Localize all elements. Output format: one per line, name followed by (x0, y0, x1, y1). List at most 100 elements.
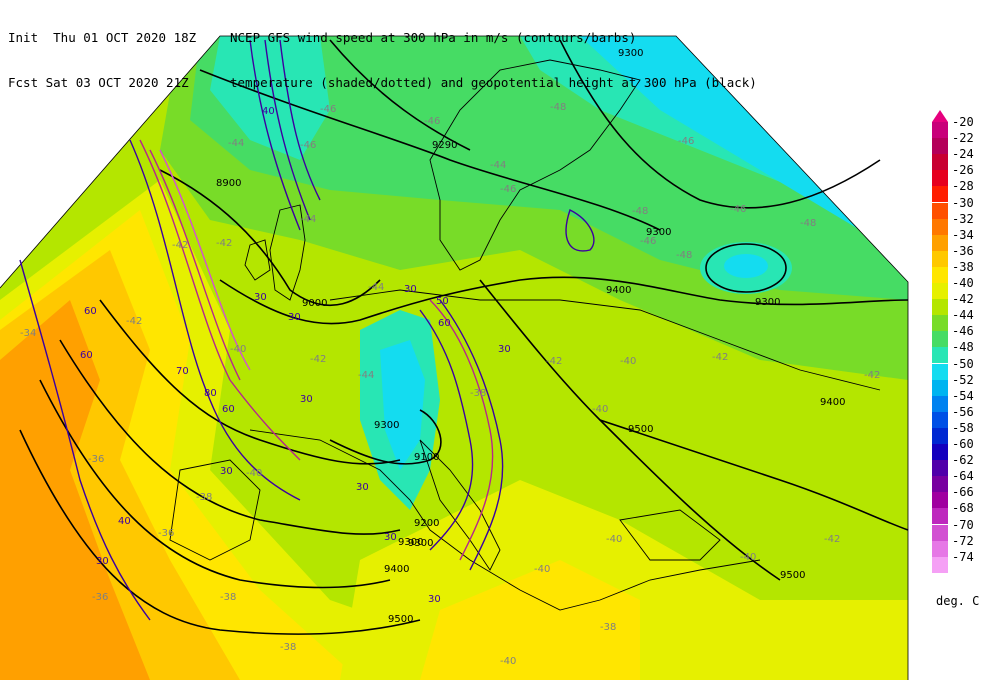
title-wind: NCEP GFS wind speed at 300 hPa in m/s (c… (230, 30, 637, 45)
temp-zone-48-north (520, 36, 908, 282)
wind-contour-30-east (565, 209, 595, 252)
temp-label: -36 (92, 592, 108, 603)
temp-label: -44 (368, 282, 384, 293)
height-label: 9300 (755, 297, 780, 308)
wind-label: 30 (288, 312, 301, 323)
legend-label: -24 (952, 147, 974, 162)
init-time: Init Thu 01 OCT 2020 18Z (8, 30, 197, 45)
header-row-init: Init Thu 01 OCT 2020 18Z NCEP GFS wind sp… (8, 30, 757, 45)
temp-label: -40 (620, 356, 636, 367)
legend-label: -54 (952, 388, 974, 403)
height-label: 9500 (628, 424, 653, 435)
legend-label: -22 (952, 131, 974, 146)
wind-label: 60 (84, 306, 97, 317)
temp-label: -44 (228, 138, 244, 149)
legend-label: -28 (952, 179, 974, 194)
temperature-legend: -20 -22 -24 -26 -28 -30 -32 -34 -36 -38 -40 -42 -44-… (926, 110, 996, 573)
wind-label: 30 (254, 292, 267, 303)
wind-contour-50 (129, 139, 301, 501)
legend-swatch (932, 427, 948, 444)
temp-label: -48 (632, 206, 648, 217)
wind-contour-30-a (249, 39, 301, 231)
legend-label: -60 (952, 437, 974, 451)
legend-swatch (932, 347, 948, 364)
height-contour-8900 (159, 169, 381, 307)
height-label: 8900 (216, 178, 241, 189)
legend-swatch (932, 202, 948, 219)
temp-label: -38 (220, 592, 236, 603)
legend-label: -64 (952, 469, 974, 484)
legend-label: -46 (952, 324, 974, 339)
temp-label: -40 (500, 656, 516, 667)
wind-label: 30 (96, 556, 109, 567)
temp-zone-38-south (420, 560, 640, 680)
legend-swatch (932, 234, 948, 251)
temp-label: -40 (740, 552, 756, 563)
wind-label: 60 (222, 404, 235, 415)
temp-label: -42 (712, 352, 728, 363)
legend-label: -36 (952, 243, 974, 258)
legend-label: -66 (952, 485, 974, 500)
legend-label: -50 (952, 356, 974, 371)
height-contour-9300-north (199, 69, 661, 231)
legend-label: -70 (952, 517, 974, 532)
wind-contour-60-trough (429, 299, 494, 561)
wind-label: 40 (262, 106, 275, 117)
legend-swatch (932, 476, 948, 493)
legend-swatch (932, 266, 948, 283)
wind-label: 50 (436, 296, 449, 307)
wind-label: 30 (498, 344, 511, 355)
britain-coast (269, 204, 306, 301)
temp-label: -38 (600, 622, 616, 633)
legend-swatch (932, 154, 948, 171)
height-contours (19, 39, 909, 635)
legend-swatch (932, 299, 948, 316)
temp-label: -46 (678, 136, 694, 147)
temp-label: -46 (500, 184, 516, 195)
legend-swatch (932, 315, 948, 332)
legend-swatch (932, 492, 948, 509)
scandinavia-coast (429, 59, 641, 271)
wind-contour-40-west (19, 259, 151, 621)
wind-label: 30 (384, 532, 397, 543)
legend-swatch (932, 540, 948, 557)
wind-label: 30 (300, 394, 313, 405)
height-label: 9300 (646, 227, 671, 238)
height-contour-9400 (219, 276, 909, 325)
height-labels: 9300 9290 8900 9300 9300 9400 9000 9300 … (216, 48, 845, 625)
wind-label: 60 (438, 318, 451, 329)
height-label: 9300 (618, 48, 643, 59)
wind-label: 70 (176, 366, 189, 377)
legend-label: -58 (952, 420, 974, 435)
temp-label: -42 (126, 316, 142, 327)
legend-swatch (932, 218, 948, 235)
temp-label: -44 (358, 370, 374, 381)
height-label: 9500 (780, 570, 805, 581)
temp-label: -36 (158, 528, 174, 539)
temp-low-50 (724, 254, 768, 278)
height-contour-9300-low (329, 409, 442, 465)
legend-swatch (932, 170, 948, 187)
temperature-labels: -46 -46 -48 -46 -44 -42 -44 -46 -46 -48 … (20, 102, 880, 667)
temp-label: -40 (606, 534, 622, 545)
temp-label: -48 (550, 102, 566, 113)
legend-swatch (932, 524, 948, 541)
temp-label: -42 (310, 354, 326, 365)
legend-swatch (932, 186, 948, 203)
legend-swatch (932, 444, 948, 461)
temp-label: -38 (280, 642, 296, 653)
wind-label: 60 (80, 350, 93, 361)
legend-swatch (932, 283, 948, 300)
map-header: Init Thu 01 OCT 2020 18Z NCEP GFS wind sp… (8, 0, 757, 105)
ireland-coast (244, 239, 271, 281)
temp-label: -46 (640, 236, 656, 247)
height-contour-9500-east (479, 279, 909, 531)
legend-swatch (932, 411, 948, 428)
legend-label: -62 (952, 453, 974, 468)
legend-label: -72 (952, 533, 974, 548)
legend-label: -48 (952, 340, 974, 355)
temp-label: -36 (88, 454, 104, 465)
legend-swatch (932, 379, 948, 396)
forecast-time: Fcst Sat 03 OCT 2020 21Z (8, 75, 189, 90)
